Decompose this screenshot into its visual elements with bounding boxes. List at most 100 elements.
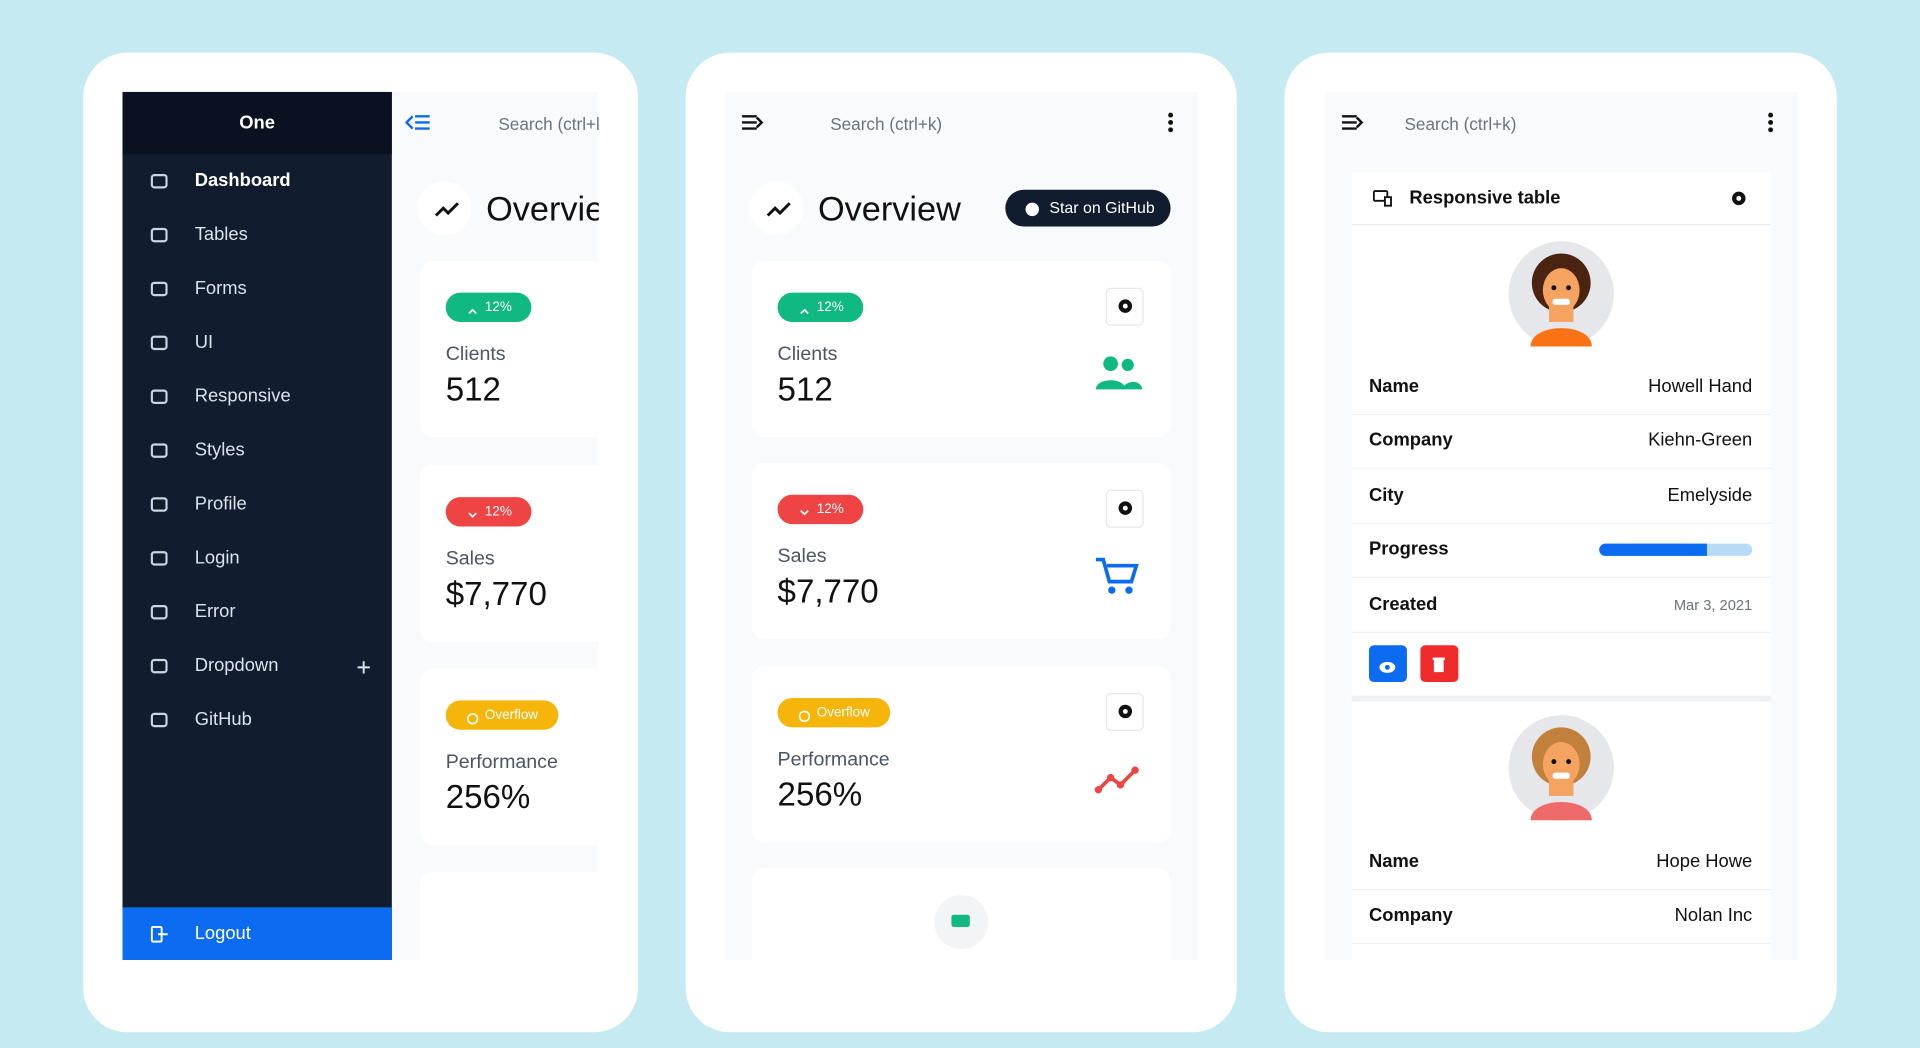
page: One Dashboard Tables Forms UI Responsive Style…	[83, 52, 1837, 1033]
sidebar-icon	[150, 658, 168, 675]
sidebar-icon-glyph	[150, 551, 168, 566]
stat-icon	[1093, 758, 1142, 800]
field-value: Nolan Inc	[1674, 904, 1753, 926]
stat-icon	[1093, 555, 1142, 597]
stat-card	[420, 871, 599, 960]
stat-value: 256%	[445, 778, 531, 816]
eye-icon	[1379, 658, 1396, 673]
overview-icon-glyph	[434, 202, 459, 217]
badge-text: 12%	[816, 300, 844, 315]
badge-icon	[467, 506, 479, 518]
field-value: Emelyside	[1667, 484, 1753, 506]
sidebar-item[interactable]: Login	[194, 547, 240, 569]
sidebar-icon-glyph	[150, 497, 168, 512]
table-header-border	[1351, 224, 1771, 226]
search[interactable]: Search (ctrl+k)	[1404, 113, 1517, 134]
badge-icon	[798, 707, 811, 723]
field-value: Howell Hand	[1648, 375, 1753, 397]
stat-value: $7,770	[777, 573, 879, 610]
avatar	[1509, 241, 1614, 347]
stat-label: Performance	[777, 749, 890, 771]
github-icon-glyph	[1025, 202, 1039, 217]
github-icon	[1025, 201, 1040, 217]
badge-text: 12%	[484, 504, 512, 520]
stat-icon-glyph	[1095, 356, 1143, 390]
sidebar-item[interactable]: Tables	[194, 224, 248, 245]
sidebar-icon-glyph	[150, 712, 168, 728]
sidebar-icon-glyph	[150, 443, 168, 458]
row-divider	[1351, 888, 1771, 891]
field-value: Kiehn-Green	[1648, 429, 1753, 451]
sidebar-item[interactable]: Styles	[194, 439, 245, 461]
field-label: Company	[1368, 904, 1453, 926]
row-divider	[1351, 522, 1771, 525]
eye-icon-glyph	[1379, 661, 1396, 673]
screen: Search (ctrl+k) Responsive table Name Howel…	[1340, 111, 1774, 945]
stat-value: 512	[445, 371, 501, 408]
gear-icon	[1116, 296, 1136, 316]
avatar-glyph	[1530, 253, 1592, 347]
kebab-icon-glyph	[1168, 112, 1174, 133]
row-divider	[1351, 467, 1771, 469]
stat-icon	[1093, 353, 1143, 395]
badge-icon	[798, 301, 810, 315]
badge	[777, 292, 864, 323]
table-title: Responsive table	[1409, 187, 1561, 209]
menu-icon[interactable]	[740, 111, 764, 133]
gear-icon-glyph	[1118, 704, 1133, 719]
collapse-icon-glyph	[404, 115, 430, 130]
sidebar-icon-glyph	[150, 173, 168, 189]
stat-icon-glyph	[1095, 557, 1139, 594]
stage: One Dashboard Tables Forms UI Responsive Style…	[83, 52, 1837, 1033]
github-button-text[interactable]: Star on GitHub	[1049, 198, 1155, 217]
overview-title: Overview	[817, 189, 961, 228]
expand-icon-glyph	[357, 661, 370, 674]
avatar-glyph	[1530, 727, 1592, 821]
badge-text: 12%	[484, 300, 512, 315]
field-label: Name	[1368, 375, 1420, 397]
stat-label: Clients	[777, 344, 838, 365]
sidebar-icon-glyph	[150, 605, 168, 620]
logout-icon	[150, 925, 168, 943]
badge-icon-glyph	[468, 512, 477, 518]
sidebar-icon-glyph	[150, 227, 168, 243]
sidebar-item[interactable]: Responsive	[194, 385, 291, 407]
expand-icon[interactable]	[356, 659, 371, 674]
badge-icon	[798, 503, 810, 516]
sidebar-icon	[150, 711, 168, 728]
menu-icon[interactable]	[1340, 111, 1364, 133]
field-label: Created	[1368, 593, 1438, 615]
gear-icon[interactable]	[1729, 189, 1749, 209]
badge	[445, 497, 532, 527]
search[interactable]: Search (ctrl+k)	[830, 113, 943, 134]
sidebar-icon	[150, 442, 168, 459]
sidebar-item[interactable]: Dropdown	[194, 655, 279, 676]
field-label: Name	[1368, 851, 1420, 872]
badge	[445, 700, 559, 730]
progress-bar	[1599, 543, 1707, 556]
logout[interactable]: Logout	[194, 923, 251, 945]
sidebar-item[interactable]: Profile	[194, 493, 247, 515]
field-value: Hope Howe	[1656, 851, 1753, 872]
sidebar-item[interactable]: Forms	[194, 277, 247, 299]
row-divider	[1351, 413, 1771, 416]
field-label: Progress	[1368, 538, 1449, 560]
sidebar-icon	[150, 496, 168, 513]
badge-text: Overflow	[484, 707, 539, 723]
gear-icon-glyph	[1732, 191, 1746, 206]
collapse-icon[interactable]	[404, 113, 430, 133]
gear-icon	[1116, 498, 1136, 518]
menu-icon-glyph	[1342, 115, 1364, 130]
sidebar-item[interactable]: Dashboard	[194, 170, 291, 192]
app-name: One	[239, 112, 276, 134]
search[interactable]: Search (ctrl+k)	[498, 113, 611, 134]
kebab-icon[interactable]	[1167, 111, 1174, 133]
kebab-icon[interactable]	[1767, 111, 1774, 133]
sidebar-icon	[150, 173, 168, 190]
logout-icon-glyph	[150, 925, 168, 943]
sidebar-item[interactable]: UI	[194, 331, 214, 353]
sidebar-item[interactable]: Error	[194, 601, 236, 623]
stat-label: Performance	[445, 751, 558, 773]
row-separator	[1351, 695, 1771, 702]
sidebar-item[interactable]: GitHub	[194, 708, 252, 730]
